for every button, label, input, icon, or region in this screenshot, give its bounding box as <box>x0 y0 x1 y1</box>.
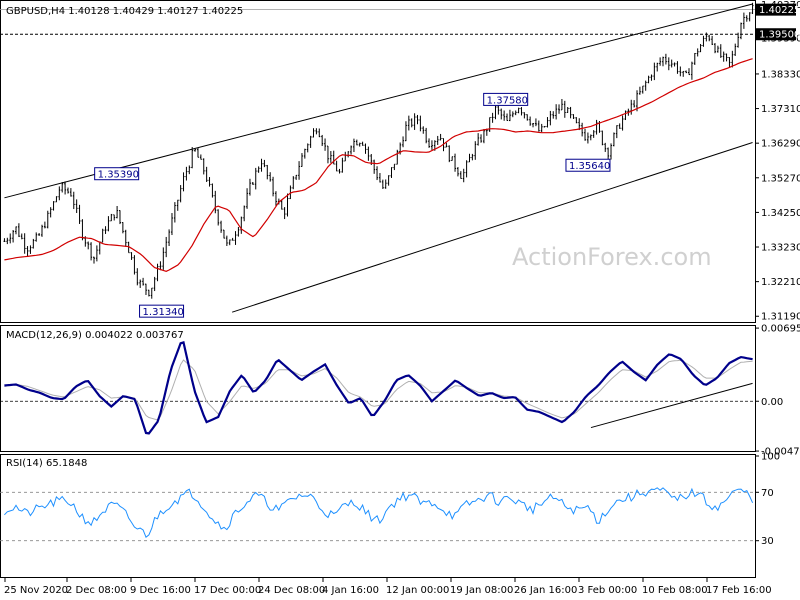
price-panel-frame <box>0 0 756 323</box>
price-tick-label: 1.34250 <box>761 208 800 219</box>
price-tick-label: 1.36290 <box>761 139 800 150</box>
level-label-box <box>756 28 796 41</box>
price-tick-label: 1.33230 <box>761 243 800 254</box>
macd-chart <box>0 340 755 435</box>
time-tick-label: 17 Dec 00:00 <box>194 585 261 596</box>
lower-channel-line <box>231 142 753 313</box>
rsi-chart <box>0 487 755 542</box>
candles <box>3 2 754 299</box>
watermark: ActionForex.com <box>512 243 712 271</box>
rsi-tick-label: 70 <box>761 488 774 499</box>
rsi-line <box>4 487 754 539</box>
time-tick-label: 12 Jan 00:00 <box>386 585 449 596</box>
price-tick-label: 1.32210 <box>761 277 800 288</box>
price-tick-label: 1.37310 <box>761 104 800 115</box>
macd-trendline <box>590 382 753 429</box>
time-tick-label: 17 Feb 16:00 <box>706 585 772 596</box>
price-annotation-box <box>565 158 611 172</box>
rsi-tick-label: 30 <box>761 536 774 547</box>
time-tick-label: 3 Feb 00:00 <box>578 585 637 596</box>
price-annotation-box <box>94 167 140 181</box>
time-tick-label: 2 Dec 08:00 <box>66 585 127 596</box>
price-tick-label: 1.38330 <box>761 69 800 80</box>
upper-channel-line <box>4 3 753 199</box>
macd-tick-label: 0.006956 <box>761 324 800 335</box>
price-annotation-box <box>483 92 529 106</box>
time-tick-label: 9 Dec 16:00 <box>130 585 191 596</box>
price-tick-label: 1.35270 <box>761 173 800 184</box>
time-tick-label: 25 Nov 2020 <box>4 585 68 596</box>
level-label: 1.39500 <box>759 30 800 41</box>
macd-panel-title: MACD(12,26,9) 0.004022 0.003767 <box>6 330 184 341</box>
price-annotation-label: 1.35640 <box>569 161 610 172</box>
axes: 1.403701.393901.383301.373101.362901.352… <box>4 0 800 596</box>
time-tick-label: 10 Feb 08:00 <box>642 585 708 596</box>
macd-line <box>4 340 753 435</box>
price-annotation-label: 1.37580 <box>487 95 528 106</box>
rsi-panel-frame <box>0 454 756 578</box>
price-annotation-label: 1.35390 <box>98 170 139 181</box>
price-panel-title: GBPUSD,H4 1.40128 1.40429 1.40127 1.4022… <box>6 6 243 17</box>
time-tick-label: 4 Jan 16:00 <box>322 585 379 596</box>
macd-tick-label: 0.00 <box>761 397 783 408</box>
time-tick-label: 26 Jan 16:00 <box>514 585 577 596</box>
current-price-label: 1.40225 <box>759 5 800 16</box>
price-chart: 1.35390 1.31340 1.37580 1.35640 <box>0 2 755 318</box>
current-price-box <box>756 3 796 16</box>
moving-average-line <box>4 58 753 272</box>
macd-tick-label: -0.004736 <box>761 447 800 458</box>
price-annotation-label: 1.31340 <box>143 307 184 318</box>
rsi-panel-title: RSI(14) 65.1848 <box>6 458 87 469</box>
time-tick-label: 24 Dec 08:00 <box>258 585 325 596</box>
price-tick-label: 1.31190 <box>761 312 800 323</box>
price-annotation-box <box>139 304 185 318</box>
rsi-tick-label: 100 <box>761 452 780 463</box>
time-tick-label: 19 Jan 08:00 <box>450 585 513 596</box>
macd-panel-frame <box>0 325 756 452</box>
